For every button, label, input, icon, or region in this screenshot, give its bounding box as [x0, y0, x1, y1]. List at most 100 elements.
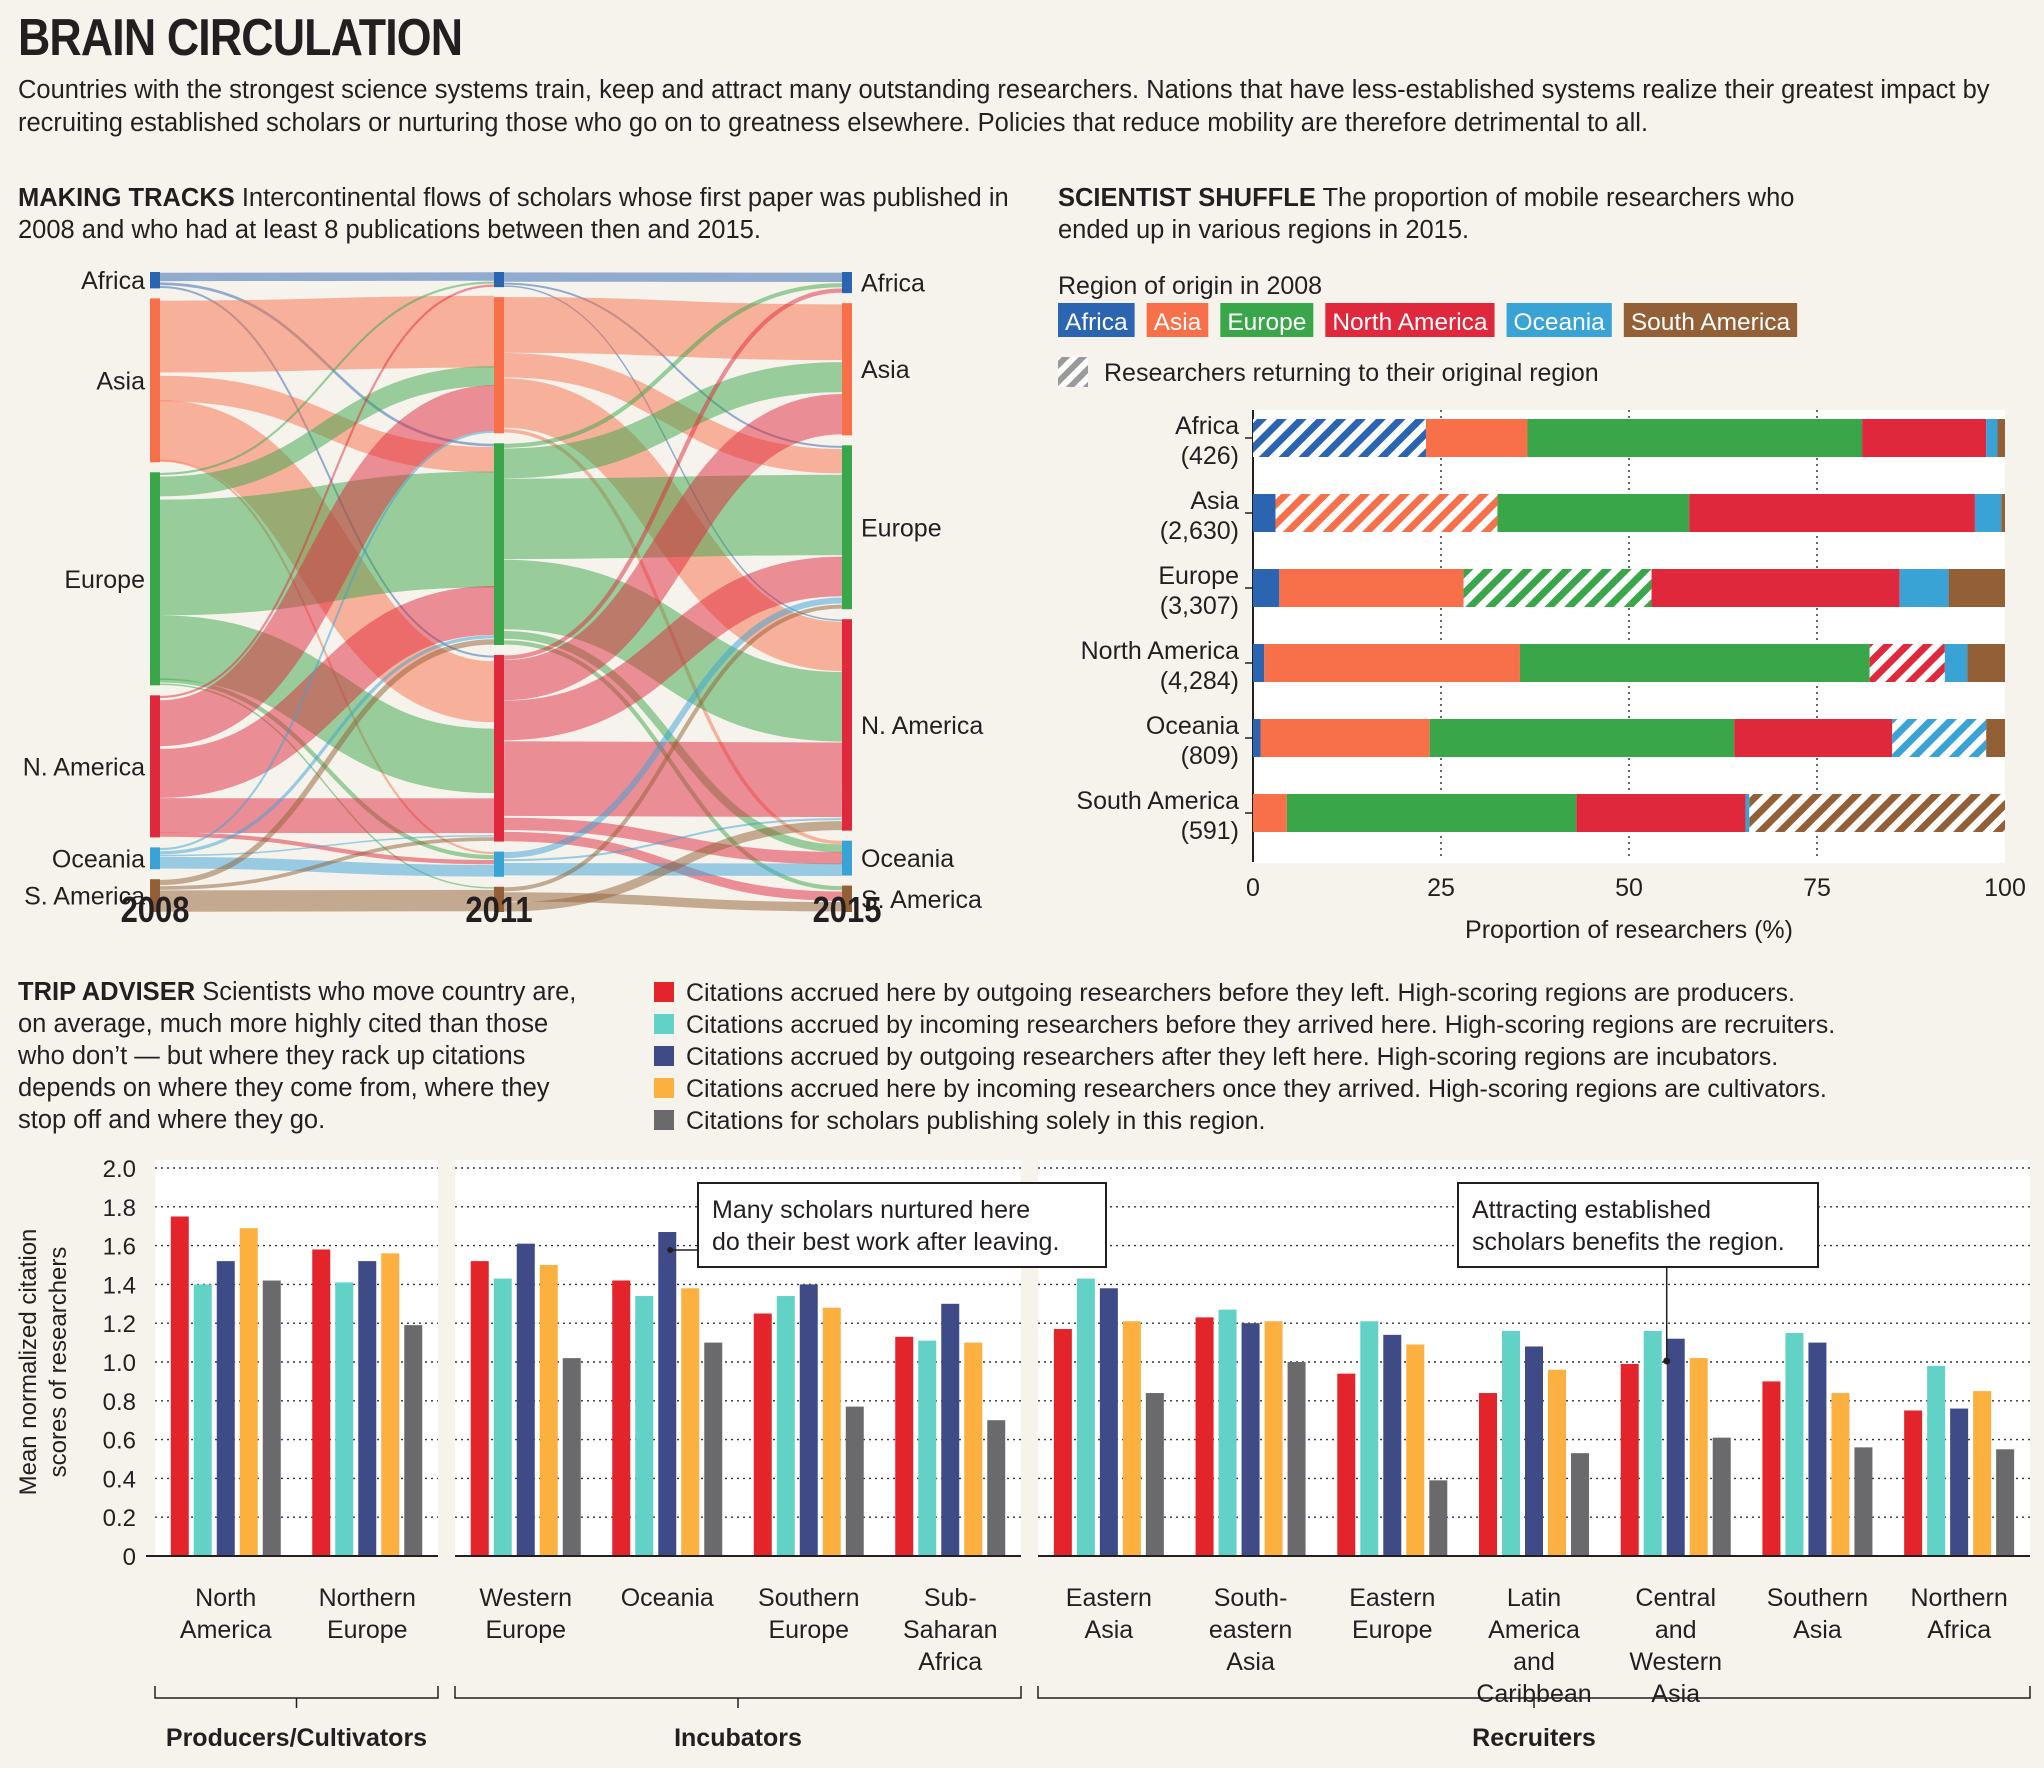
shuffle-bar-oceania-to-north-america — [1734, 719, 1893, 757]
bar-north-america-series-1 — [170, 1216, 189, 1556]
bars-y-tick-label: 1.4 — [103, 1272, 136, 1299]
bar-central-and-western-asia-series-2 — [1643, 1330, 1662, 1556]
bars-category-label-northern-africa: Northern Africa — [1911, 1584, 2008, 1644]
making-tracks-heading: MAKING TRACKS Intercontinental flows of … — [18, 182, 1038, 246]
sankey-flow-oceania-to-n-america — [503, 818, 843, 862]
sankey-node-2008-asia — [150, 298, 160, 463]
legend-label-series-4: Citations accrued here by incoming resea… — [686, 1075, 1827, 1103]
sankey-flow-n-america-to-africa — [159, 284, 495, 699]
sankey-node-2008-n-america — [150, 695, 160, 838]
bar-oceania-series-3 — [658, 1232, 677, 1556]
annotation-line: Attracting established — [1472, 1196, 1711, 1224]
bars-category-label-line: Europe — [1352, 1616, 1433, 1644]
shuffle-bar-africa-to-asia — [1425, 419, 1528, 457]
shuffle-bar-north-america-to-oceania — [1944, 644, 1968, 682]
shuffle-bar-north-america-to-south-america — [1967, 644, 2005, 682]
sankey-flows-2008-2011 — [158, 272, 496, 912]
trip-adviser-bar-chart: 0 0.2 0.4 0.6 0.8 1.0 1.2 1.4 1.6 1.8 2.0 Mean norm… — [15, 1156, 2031, 1752]
sankey-flow-s-america-to-europe — [503, 604, 843, 892]
sankey-label-right-n-america: N. America — [861, 712, 983, 740]
bars-y-axis-title-line: Mean normalized citation — [15, 1229, 42, 1496]
bar-oceania-series-2 — [635, 1296, 654, 1556]
bar-southern-asia-series-3 — [1808, 1342, 1827, 1556]
bars-category-label-line: Saharan — [903, 1616, 998, 1644]
bar-sub-saharan-africa-series-3 — [941, 1303, 960, 1556]
sankey-flow-s-america-to-n-america — [503, 821, 843, 912]
annotation-line: Many scholars nurtured here — [712, 1196, 1030, 1224]
legend-swatch-oceania-text: Oceania — [1514, 309, 1606, 336]
sankey-label-left-s-america: S. America — [24, 883, 145, 911]
bar-oceania-series-1 — [612, 1280, 631, 1556]
bars-category-label-line: Africa — [1927, 1616, 1991, 1644]
scientist-shuffle-title: SCIENTIST SHUFFLE — [1058, 184, 1316, 212]
shuffle-bar-south-america-to-north-america — [1576, 794, 1746, 832]
making-tracks-title: MAKING TRACKS — [18, 184, 235, 212]
legend-swatch-south-america-text: South America — [1631, 309, 1791, 336]
shuffle-bar-europe-to-oceania — [1899, 569, 1949, 607]
shuffle-row-count-oceania: (809) — [1181, 742, 1239, 770]
bars-category-label-line: Northern — [1911, 1584, 2008, 1612]
shuffle-row-count-asia: (2,630) — [1160, 517, 1239, 545]
bar-western-europe-series-1 — [470, 1261, 489, 1556]
bars-category-label-line: Latin — [1507, 1584, 1561, 1612]
bars-category-label-line: Oceania — [621, 1584, 714, 1612]
sankey-year-2011: 2011 — [465, 891, 532, 931]
bars-category-label-line: America — [1488, 1616, 1580, 1644]
shuffle-bar-asia-to-asia — [1275, 494, 1498, 532]
shuffle-row-count-south-america: (591) — [1181, 817, 1239, 845]
shuffle-bar-south-america-to-europe — [1286, 794, 1577, 832]
shuffle-bar-europe-to-asia — [1279, 569, 1464, 607]
annotation-line: do their best work after leaving. — [712, 1228, 1059, 1256]
bars-category-label-central-and-western-asia: Central and Western Asia — [1629, 1584, 1722, 1708]
sankey-flow-europe-to-asia — [159, 366, 495, 497]
bar-northern-europe-series-3 — [358, 1261, 377, 1556]
sankey-node-2015-europe — [842, 445, 852, 610]
annotation-box-recruiters — [1457, 1182, 1819, 1268]
bar-latin-america-and-caribbean-series-5 — [1571, 1453, 1589, 1556]
legend-swatch-series-2 — [654, 1014, 674, 1034]
sankey-flow-n-america-to-europe — [159, 585, 495, 798]
bars-category-label-line: and — [1655, 1616, 1697, 1644]
legend-label-series-3: Citations accrued by outgoing researcher… — [686, 1043, 1778, 1071]
shuffle-plot-background — [1253, 410, 2005, 863]
bars-category-label-north-america: North America — [180, 1584, 272, 1644]
returning-legend-label: Researchers returning to their original … — [1104, 359, 1599, 387]
bar-eastern-asia-series-4 — [1122, 1321, 1141, 1556]
shuffle-bar-africa-to-north-america — [1862, 419, 1987, 457]
sankey-year-2015: 2015 — [813, 891, 882, 931]
bars-category-label-line: Europe — [485, 1616, 566, 1644]
bar-central-and-western-asia-series-5 — [1712, 1437, 1731, 1556]
legend-swatch-series-5 — [654, 1110, 674, 1130]
bar-eastern-europe-series-1 — [1337, 1373, 1356, 1556]
shuffle-legend-title: Region of origin in 2008 — [1058, 272, 1322, 300]
sankey-flow-oceania-to-europe — [503, 597, 843, 859]
bar-south-eastern-asia-series-3 — [1241, 1323, 1260, 1556]
shuffle-x-tick-label: 25 — [1427, 874, 1455, 902]
shuffle-bar-africa-to-europe — [1527, 419, 1863, 457]
legend-swatch-europe-text: Europe — [1227, 309, 1306, 336]
legend-swatch-series-1 — [654, 982, 674, 1002]
bars-y-axis-title-line: scores of researchers — [45, 1247, 72, 1478]
sankey-node-2008-s-america — [150, 879, 160, 912]
bar-central-and-western-asia-series-4 — [1689, 1358, 1708, 1556]
bars-category-label-line: Western — [1629, 1648, 1722, 1676]
sankey-node-2011-n-america — [494, 654, 504, 842]
shuffle-bar-europe-to-south-america — [1948, 569, 2005, 607]
bar-central-and-western-asia-series-3 — [1666, 1338, 1685, 1556]
bar-western-europe-series-4 — [539, 1265, 558, 1556]
shuffle-x-tick-label: 100 — [1984, 874, 2026, 902]
sankey-node-2011-s-america — [494, 886, 504, 912]
shuffle-bar-north-america-to-north-america — [1869, 644, 1945, 682]
annotation-line: scholars benefits the region. — [1472, 1228, 1785, 1256]
shuffle-bar-africa-to-south-america — [1997, 419, 2005, 457]
annotation-text-incubators: Many scholars nurtured here do their best… — [712, 1196, 1059, 1256]
sankey-label-left-europe: Europe — [64, 566, 145, 594]
legend-swatch-north-america — [1325, 303, 1495, 337]
bars-y-axis-title: Mean normalized citation scores of resear… — [15, 1229, 72, 1496]
bars-category-label-latin-america-and-caribbean: Latin America and Caribbean — [1476, 1584, 1591, 1708]
shuffle-bar-africa-to-oceania — [1986, 419, 1998, 457]
legend-label-series-1: Citations accrued here by outgoing resea… — [686, 979, 1795, 1007]
bar-latin-america-and-caribbean-series-4 — [1548, 1369, 1566, 1556]
shuffle-row-count-europe: (3,307) — [1160, 592, 1239, 620]
